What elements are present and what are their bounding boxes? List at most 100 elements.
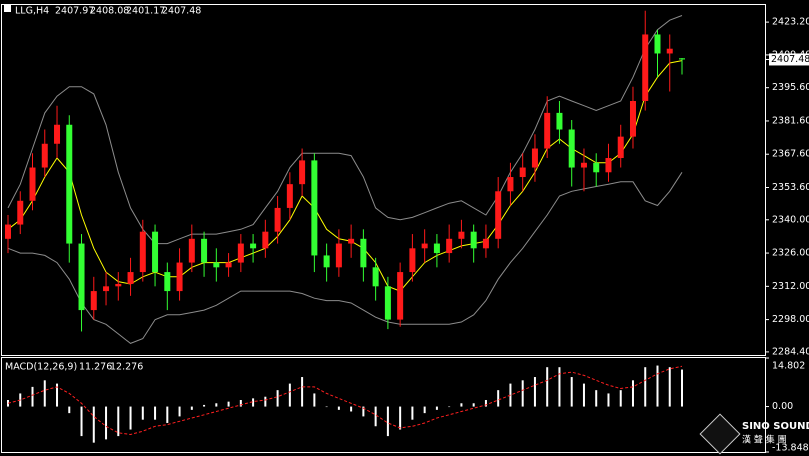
candle-body xyxy=(78,243,85,311)
candle-body xyxy=(250,243,257,249)
candle-body xyxy=(188,238,195,263)
main-panel-frame xyxy=(1,4,766,356)
macd-bar xyxy=(252,398,255,407)
candle-body xyxy=(654,34,661,54)
macd-bar xyxy=(570,377,573,407)
macd-bar xyxy=(423,406,426,414)
candle-body xyxy=(201,238,208,263)
macd-bar xyxy=(521,380,524,407)
candle-body xyxy=(335,243,342,268)
candle-body xyxy=(617,136,624,159)
candle-body xyxy=(531,148,538,168)
candle-body xyxy=(556,112,563,130)
macd-bar xyxy=(288,383,291,407)
candle-body xyxy=(41,143,48,168)
y-tick-label: 2312.00 xyxy=(772,281,809,292)
macd-bar xyxy=(448,406,451,408)
candle-body xyxy=(237,243,244,263)
macd-bar xyxy=(350,406,353,412)
macd-bar xyxy=(362,406,365,417)
macd-bar xyxy=(460,403,463,407)
macd-bar xyxy=(301,377,304,407)
macd-bar xyxy=(497,390,500,407)
header-open: 2407.97 xyxy=(55,6,94,17)
y-tick-label: 2367.60 xyxy=(772,149,809,160)
candle-body xyxy=(593,162,600,173)
macd-bar xyxy=(56,383,59,407)
macd-bar xyxy=(325,406,328,408)
y-tick-label: 2381.60 xyxy=(772,115,809,126)
candle-body xyxy=(311,160,318,256)
candle-body xyxy=(372,267,379,287)
candle-body xyxy=(666,48,673,54)
macd-bar xyxy=(386,406,389,437)
macd-y-tick-label: 0.00 xyxy=(772,401,793,412)
macd-panel-frame xyxy=(1,357,766,453)
y-tick-label: 2284.40 xyxy=(772,346,809,357)
header: LLG,H4 2407.97 2408.08 2401.17 2407.48 xyxy=(4,5,201,17)
lower-band xyxy=(7,172,683,344)
candle-body xyxy=(433,243,440,254)
macd-bar xyxy=(644,367,647,407)
candle-body xyxy=(482,238,489,249)
macd-y-tick-label: 14.802 xyxy=(772,361,805,372)
signal-value: 12.276 xyxy=(110,362,143,373)
macd-bar xyxy=(668,367,671,407)
candle-body xyxy=(409,248,416,273)
candle-body xyxy=(127,272,134,284)
macd-bar xyxy=(264,396,267,407)
candle-body xyxy=(495,191,502,239)
header-close: 2407.48 xyxy=(162,6,201,17)
logo-subtext: 漢 聲 集 團 xyxy=(742,434,787,446)
candle-body xyxy=(90,291,97,311)
macd-bar xyxy=(337,406,340,410)
candle-body xyxy=(629,100,636,137)
candle-body xyxy=(103,286,110,292)
candle-body xyxy=(176,262,183,292)
logo: SINO SOUND 漢 聲 集 團 xyxy=(699,413,809,455)
logo-icon xyxy=(699,413,741,455)
candle-body xyxy=(274,207,281,232)
macd-bar xyxy=(582,383,585,407)
current-price-box xyxy=(769,53,809,66)
macd-bar xyxy=(558,367,561,407)
macd-bar xyxy=(227,401,230,407)
macd-bar xyxy=(411,406,414,420)
macd-bar xyxy=(190,406,193,410)
candle-body xyxy=(446,238,453,254)
macd-signal xyxy=(7,365,683,436)
macd-label: MACD(12,26,9) xyxy=(5,362,77,373)
macd-bar xyxy=(435,406,438,410)
macd-bar xyxy=(239,400,242,407)
macd-bar xyxy=(399,406,402,430)
candle-body xyxy=(605,158,612,173)
candle-body xyxy=(5,224,11,239)
macd-bar xyxy=(92,406,95,443)
candle-body xyxy=(580,162,587,168)
candle-body xyxy=(54,124,61,144)
macd-bar xyxy=(472,403,475,407)
header-low: 2401.17 xyxy=(126,6,165,17)
macd-bar xyxy=(484,400,487,407)
candle-body xyxy=(679,58,685,60)
candle-body xyxy=(544,112,551,149)
y-tick-label: 2353.60 xyxy=(772,182,809,193)
symbol: LLG,H4 xyxy=(15,6,49,17)
candle-body xyxy=(164,272,171,292)
candle-body xyxy=(348,238,355,244)
header-high: 2408.08 xyxy=(90,6,129,17)
y-tick-label: 2395.60 xyxy=(772,82,809,93)
macd-bar xyxy=(166,406,169,423)
macd-bar xyxy=(141,406,144,420)
candle-body xyxy=(213,262,220,268)
header-icon xyxy=(4,5,11,12)
candle-body xyxy=(299,160,306,185)
macd-bar xyxy=(546,367,549,407)
macd-bar xyxy=(276,390,279,407)
candle-body xyxy=(568,129,575,168)
current-price-label: 2407.48 xyxy=(771,54,809,65)
candle-body xyxy=(152,231,159,273)
macd-bar xyxy=(656,365,659,407)
